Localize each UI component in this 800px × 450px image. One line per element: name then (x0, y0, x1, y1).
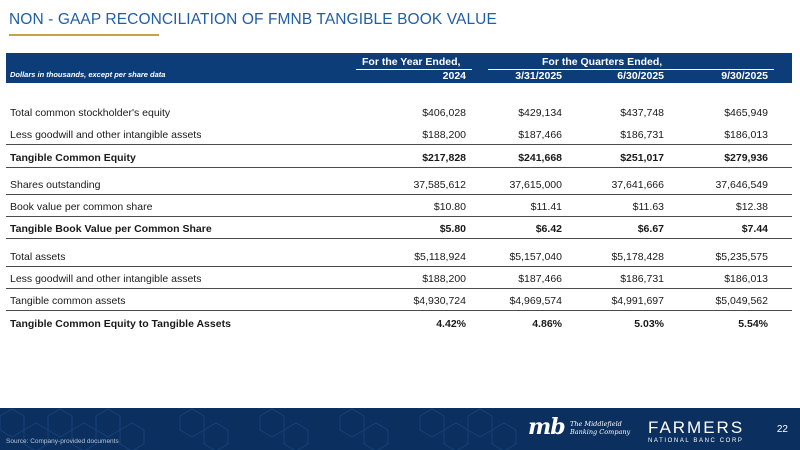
column-header-2024: 2024 (442, 70, 466, 82)
table-row: Tangible common assets $4,930,724 $4,969… (6, 291, 792, 311)
row-value: 37,615,000 (509, 179, 562, 191)
row-value: $186,731 (620, 273, 664, 285)
units-note: Dollars in thousands, except per share d… (10, 70, 166, 79)
row-value: $11.63 (632, 201, 664, 213)
row-value: $5,178,428 (611, 251, 664, 263)
row-value: $188,200 (422, 273, 466, 285)
middlefield-logo: mb (528, 414, 566, 440)
row-value: $251,017 (620, 152, 664, 164)
row-value: 5.03% (634, 318, 664, 330)
middlefield-logo-text: The Middlefield Banking Company (570, 420, 631, 436)
source-note: Source: Company-provided documents (6, 438, 119, 445)
row-value: $5.80 (439, 223, 466, 235)
row-value: $406,028 (422, 107, 466, 119)
row-value: $12.38 (735, 201, 768, 213)
table-row: Total assets $5,118,924 $5,157,040 $5,17… (6, 247, 792, 267)
row-label: Book value per common share (10, 201, 153, 213)
table-row: Shares outstanding 37,585,612 37,615,000… (6, 175, 792, 195)
table-row: Less goodwill and other intangible asset… (6, 125, 792, 145)
row-label: Tangible Book Value per Common Share (10, 223, 212, 235)
row-value: $241,668 (518, 152, 562, 164)
row-value: $429,134 (518, 107, 562, 119)
row-label: Total assets (10, 251, 66, 263)
table-row-total: Tangible Common Equity to Tangible Asset… (6, 314, 792, 334)
row-value: $186,013 (724, 273, 768, 285)
row-value: 4.42% (436, 318, 466, 330)
table-row-total: Tangible Book Value per Common Share $5.… (6, 219, 792, 239)
farmers-logo-subtitle: NATIONAL BANC CORP (648, 438, 744, 444)
hexagon-pattern (0, 408, 517, 450)
column-header-q3-2025: 9/30/2025 (721, 70, 768, 82)
table-row-total: Tangible Common Equity $217,828 $241,668… (6, 148, 792, 168)
row-value: $7.44 (741, 223, 768, 235)
row-value: $186,013 (724, 129, 768, 141)
row-label: Tangible common assets (10, 295, 126, 307)
table-row: Less goodwill and other intangible asset… (6, 269, 792, 289)
row-label: Less goodwill and other intangible asset… (10, 273, 202, 285)
row-value: $5,157,040 (509, 251, 562, 263)
row-value: $4,969,574 (509, 295, 562, 307)
quarter-group-underline (488, 69, 774, 70)
year-group-header: For the Year Ended, (362, 56, 461, 68)
row-value: $6.42 (535, 223, 562, 235)
title-underline (9, 34, 159, 36)
row-value: $279,936 (724, 152, 768, 164)
table-row: Total common stockholder's equity $406,0… (6, 103, 792, 123)
row-value: $10.80 (433, 201, 466, 213)
table-header: For the Year Ended, For the Quarters End… (6, 53, 792, 83)
row-value: $11.41 (530, 201, 562, 213)
row-value: 37,585,612 (413, 179, 466, 191)
row-label: Tangible Common Equity to Tangible Asset… (10, 318, 231, 330)
column-header-q2-2025: 6/30/2025 (617, 70, 664, 82)
row-value: 5.54% (738, 318, 768, 330)
row-value: $4,991,697 (611, 295, 664, 307)
row-value: $187,466 (518, 273, 562, 285)
row-value: $217,828 (422, 152, 466, 164)
row-label: Tangible Common Equity (10, 152, 136, 164)
farmers-logo: FARMERS (648, 418, 745, 437)
quarter-group-header: For the Quarters Ended, (542, 56, 663, 68)
row-value: $5,235,575 (715, 251, 768, 263)
row-value: $5,049,562 (715, 295, 768, 307)
row-value: $186,731 (620, 129, 664, 141)
row-value: $437,748 (620, 107, 664, 119)
row-value: $187,466 (518, 129, 562, 141)
row-value: $465,949 (724, 107, 768, 119)
row-label: Shares outstanding (10, 179, 101, 191)
row-label: Total common stockholder's equity (10, 107, 171, 119)
column-header-q1-2025: 3/31/2025 (515, 70, 562, 82)
year-group-underline (356, 69, 472, 70)
row-value: $6.67 (637, 223, 664, 235)
row-value: 4.86% (532, 318, 562, 330)
row-value: $188,200 (422, 129, 466, 141)
row-label: Less goodwill and other intangible asset… (10, 129, 202, 141)
row-value: 37,646,549 (715, 179, 768, 191)
row-value: 37,641,666 (611, 179, 664, 191)
row-value: $4,930,724 (413, 295, 466, 307)
page-title: NON - GAAP RECONCILIATION OF FMNB TANGIB… (9, 11, 497, 28)
footer-band: Source: Company-provided documents mb Th… (0, 408, 800, 450)
row-value: $5,118,924 (414, 251, 466, 263)
page-number: 22 (776, 424, 788, 435)
table-row: Book value per common share $10.80 $11.4… (6, 197, 792, 217)
